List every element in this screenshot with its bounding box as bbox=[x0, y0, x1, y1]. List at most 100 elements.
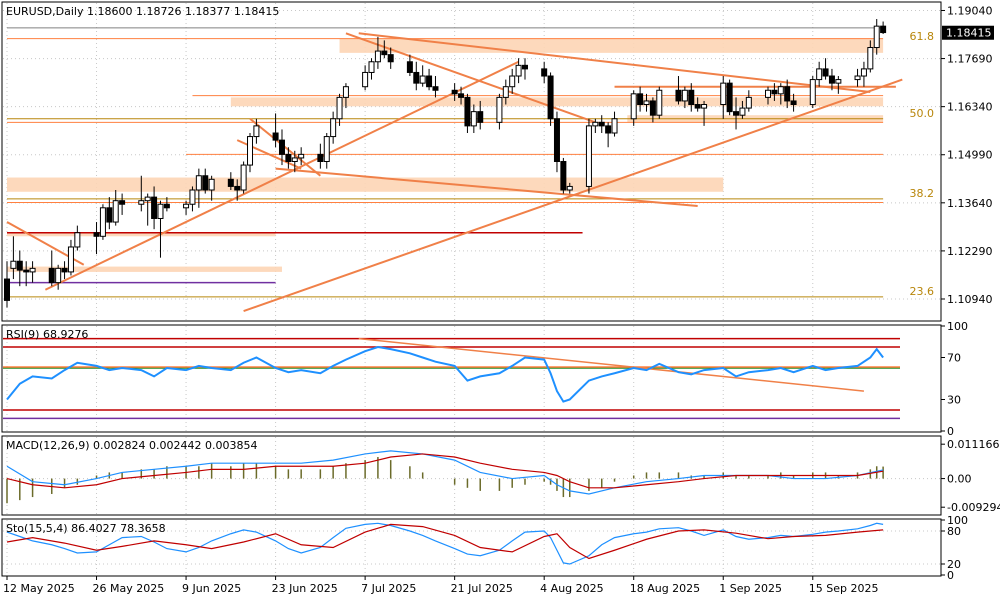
candle-bullish bbox=[496, 96, 503, 123]
candle-bearish bbox=[119, 200, 126, 205]
candle-bullish bbox=[701, 104, 708, 109]
trendline bbox=[345, 32, 596, 124]
candle-bullish bbox=[611, 118, 618, 134]
candle-bearish bbox=[23, 269, 30, 273]
stochastic-axis-label: 80 bbox=[947, 525, 961, 538]
macd-axis-label: 0.00 bbox=[947, 473, 972, 486]
rsi-header: RSI(9) 68.9276 bbox=[6, 328, 88, 341]
candle-bearish bbox=[93, 232, 100, 237]
candle-bearish bbox=[688, 89, 695, 106]
candle-bullish bbox=[55, 267, 62, 284]
candle-bearish bbox=[106, 207, 113, 223]
candle-bullish bbox=[247, 136, 254, 166]
date-axis-label: 26 May 2025 bbox=[93, 582, 165, 595]
candle-bullish bbox=[860, 68, 867, 77]
stochastic-header: Sto(15,5,4) 86.4027 78.3658 bbox=[6, 522, 166, 535]
candle-bullish bbox=[592, 121, 599, 127]
rsi-layers bbox=[3, 337, 900, 420]
candle-bullish bbox=[330, 118, 337, 138]
candle-bullish bbox=[67, 246, 74, 273]
rsi-axis-label: 100 bbox=[947, 320, 968, 333]
candle-bullish bbox=[509, 75, 516, 88]
candle-bullish bbox=[298, 153, 305, 159]
price-axis-label: 1.10940 bbox=[947, 293, 993, 306]
candle-bearish bbox=[4, 278, 10, 301]
candle-bearish bbox=[227, 178, 234, 187]
candle-bearish bbox=[202, 175, 209, 191]
macd-line bbox=[6, 453, 884, 489]
candle-bullish bbox=[566, 185, 573, 191]
trendline bbox=[358, 32, 871, 94]
price-header: EURUSD,Daily 1.18600 1.18726 1.18377 1.1… bbox=[6, 5, 279, 18]
candle-bullish bbox=[336, 96, 343, 120]
current-price-label: 1.18415 bbox=[946, 27, 992, 40]
candle-bearish bbox=[285, 153, 292, 162]
support-resistance-zone bbox=[7, 232, 276, 237]
candle-bearish bbox=[784, 86, 791, 102]
candle-bearish bbox=[151, 196, 158, 219]
price-layers: 61.8 50.0 38.2 23.6 bbox=[3, 3, 940, 575]
price-axis-label: 1.19040 bbox=[947, 4, 993, 17]
candle-bullish bbox=[681, 89, 688, 102]
candle-bearish bbox=[16, 260, 23, 271]
candle-bullish bbox=[374, 50, 381, 63]
candle-bearish bbox=[553, 118, 560, 163]
trendline bbox=[44, 60, 520, 291]
candle-bearish bbox=[822, 68, 829, 77]
rsi-line bbox=[6, 345, 884, 403]
candle-bullish bbox=[342, 86, 349, 98]
price-axis-label: 1.12290 bbox=[947, 245, 993, 258]
candle-bullish bbox=[144, 196, 151, 202]
candle-bearish bbox=[464, 96, 471, 127]
candle-bullish bbox=[816, 68, 823, 81]
candle-bearish bbox=[278, 139, 285, 155]
stochastic-line bbox=[6, 523, 884, 560]
fib-level-label: 61.8 bbox=[910, 30, 935, 43]
candle-bearish bbox=[521, 64, 528, 70]
candle-bullish bbox=[195, 175, 202, 191]
candle-bearish bbox=[406, 61, 413, 73]
candle-bullish bbox=[630, 93, 637, 120]
candle-bearish bbox=[541, 68, 548, 77]
candle-bullish bbox=[112, 200, 119, 223]
candle-bearish bbox=[61, 267, 68, 273]
candle-bearish bbox=[234, 185, 241, 191]
price-axis-label: 1.17690 bbox=[947, 53, 993, 66]
candle-bullish bbox=[291, 157, 298, 162]
stochastic-line bbox=[6, 522, 884, 565]
candle-bullish bbox=[253, 125, 260, 138]
current-price-box bbox=[942, 25, 994, 40]
candle-bearish bbox=[451, 89, 458, 95]
candle-bearish bbox=[649, 100, 656, 116]
candle-bearish bbox=[605, 125, 612, 134]
rsi-trendline bbox=[358, 337, 865, 392]
candle-bullish bbox=[502, 86, 509, 98]
candle-bullish bbox=[240, 164, 247, 191]
rsi-axis-label: 30 bbox=[947, 394, 961, 407]
candle-bearish bbox=[790, 100, 797, 106]
candle-bearish bbox=[880, 25, 887, 34]
candle-bullish bbox=[835, 79, 842, 84]
candle-bullish bbox=[183, 203, 190, 209]
date-axis-label: 15 Sep 2025 bbox=[809, 582, 879, 595]
candle-bearish bbox=[733, 111, 740, 116]
support-resistance-zone bbox=[7, 177, 724, 192]
rsi-axis-label: 70 bbox=[947, 352, 961, 365]
support-resistance-zone bbox=[230, 97, 884, 107]
candle-bearish bbox=[477, 111, 484, 123]
candle-bullish bbox=[368, 61, 375, 73]
candle-bullish bbox=[739, 107, 746, 116]
stochastic-axis-label: 0 bbox=[947, 569, 954, 582]
date-axis-label: 1 Sep 2025 bbox=[719, 582, 782, 595]
fib-level-label: 38.2 bbox=[910, 187, 935, 200]
candle-bearish bbox=[726, 82, 733, 113]
candle-bullish bbox=[656, 89, 663, 116]
candle-bearish bbox=[771, 89, 778, 95]
candle-bearish bbox=[387, 54, 394, 63]
candle-bullish bbox=[777, 86, 784, 95]
stochastic-layers bbox=[3, 522, 940, 565]
date-axis-label: 4 Aug 2025 bbox=[540, 582, 603, 595]
candle-bullish bbox=[189, 189, 196, 205]
candle-bearish bbox=[694, 104, 701, 109]
